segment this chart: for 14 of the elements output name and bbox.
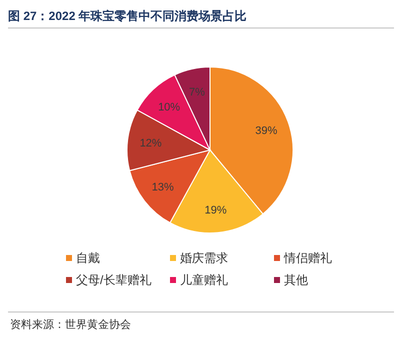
legend-label: 情侣赠礼: [283, 251, 332, 265]
legend-label: 婚庆需求: [180, 251, 228, 265]
data-label: 7%: [189, 86, 206, 99]
data-label: 10%: [158, 101, 180, 114]
text: 资料来源：世界黄金协会: [10, 318, 131, 331]
data-label: 39%: [255, 124, 278, 137]
data-label: 13%: [152, 182, 174, 194]
legend-label: 父母/长辈赠礼: [76, 273, 152, 287]
legend-label: 其他: [284, 273, 308, 287]
legend-label: 自戴: [76, 251, 100, 265]
chart-title: 图 27：2022 年珠宝零售中不同消费场景占比: [8, 9, 247, 23]
legend-label: 儿童赠礼: [180, 273, 228, 287]
data-label: 12%: [140, 138, 162, 150]
data-label: 19%: [204, 204, 227, 216]
